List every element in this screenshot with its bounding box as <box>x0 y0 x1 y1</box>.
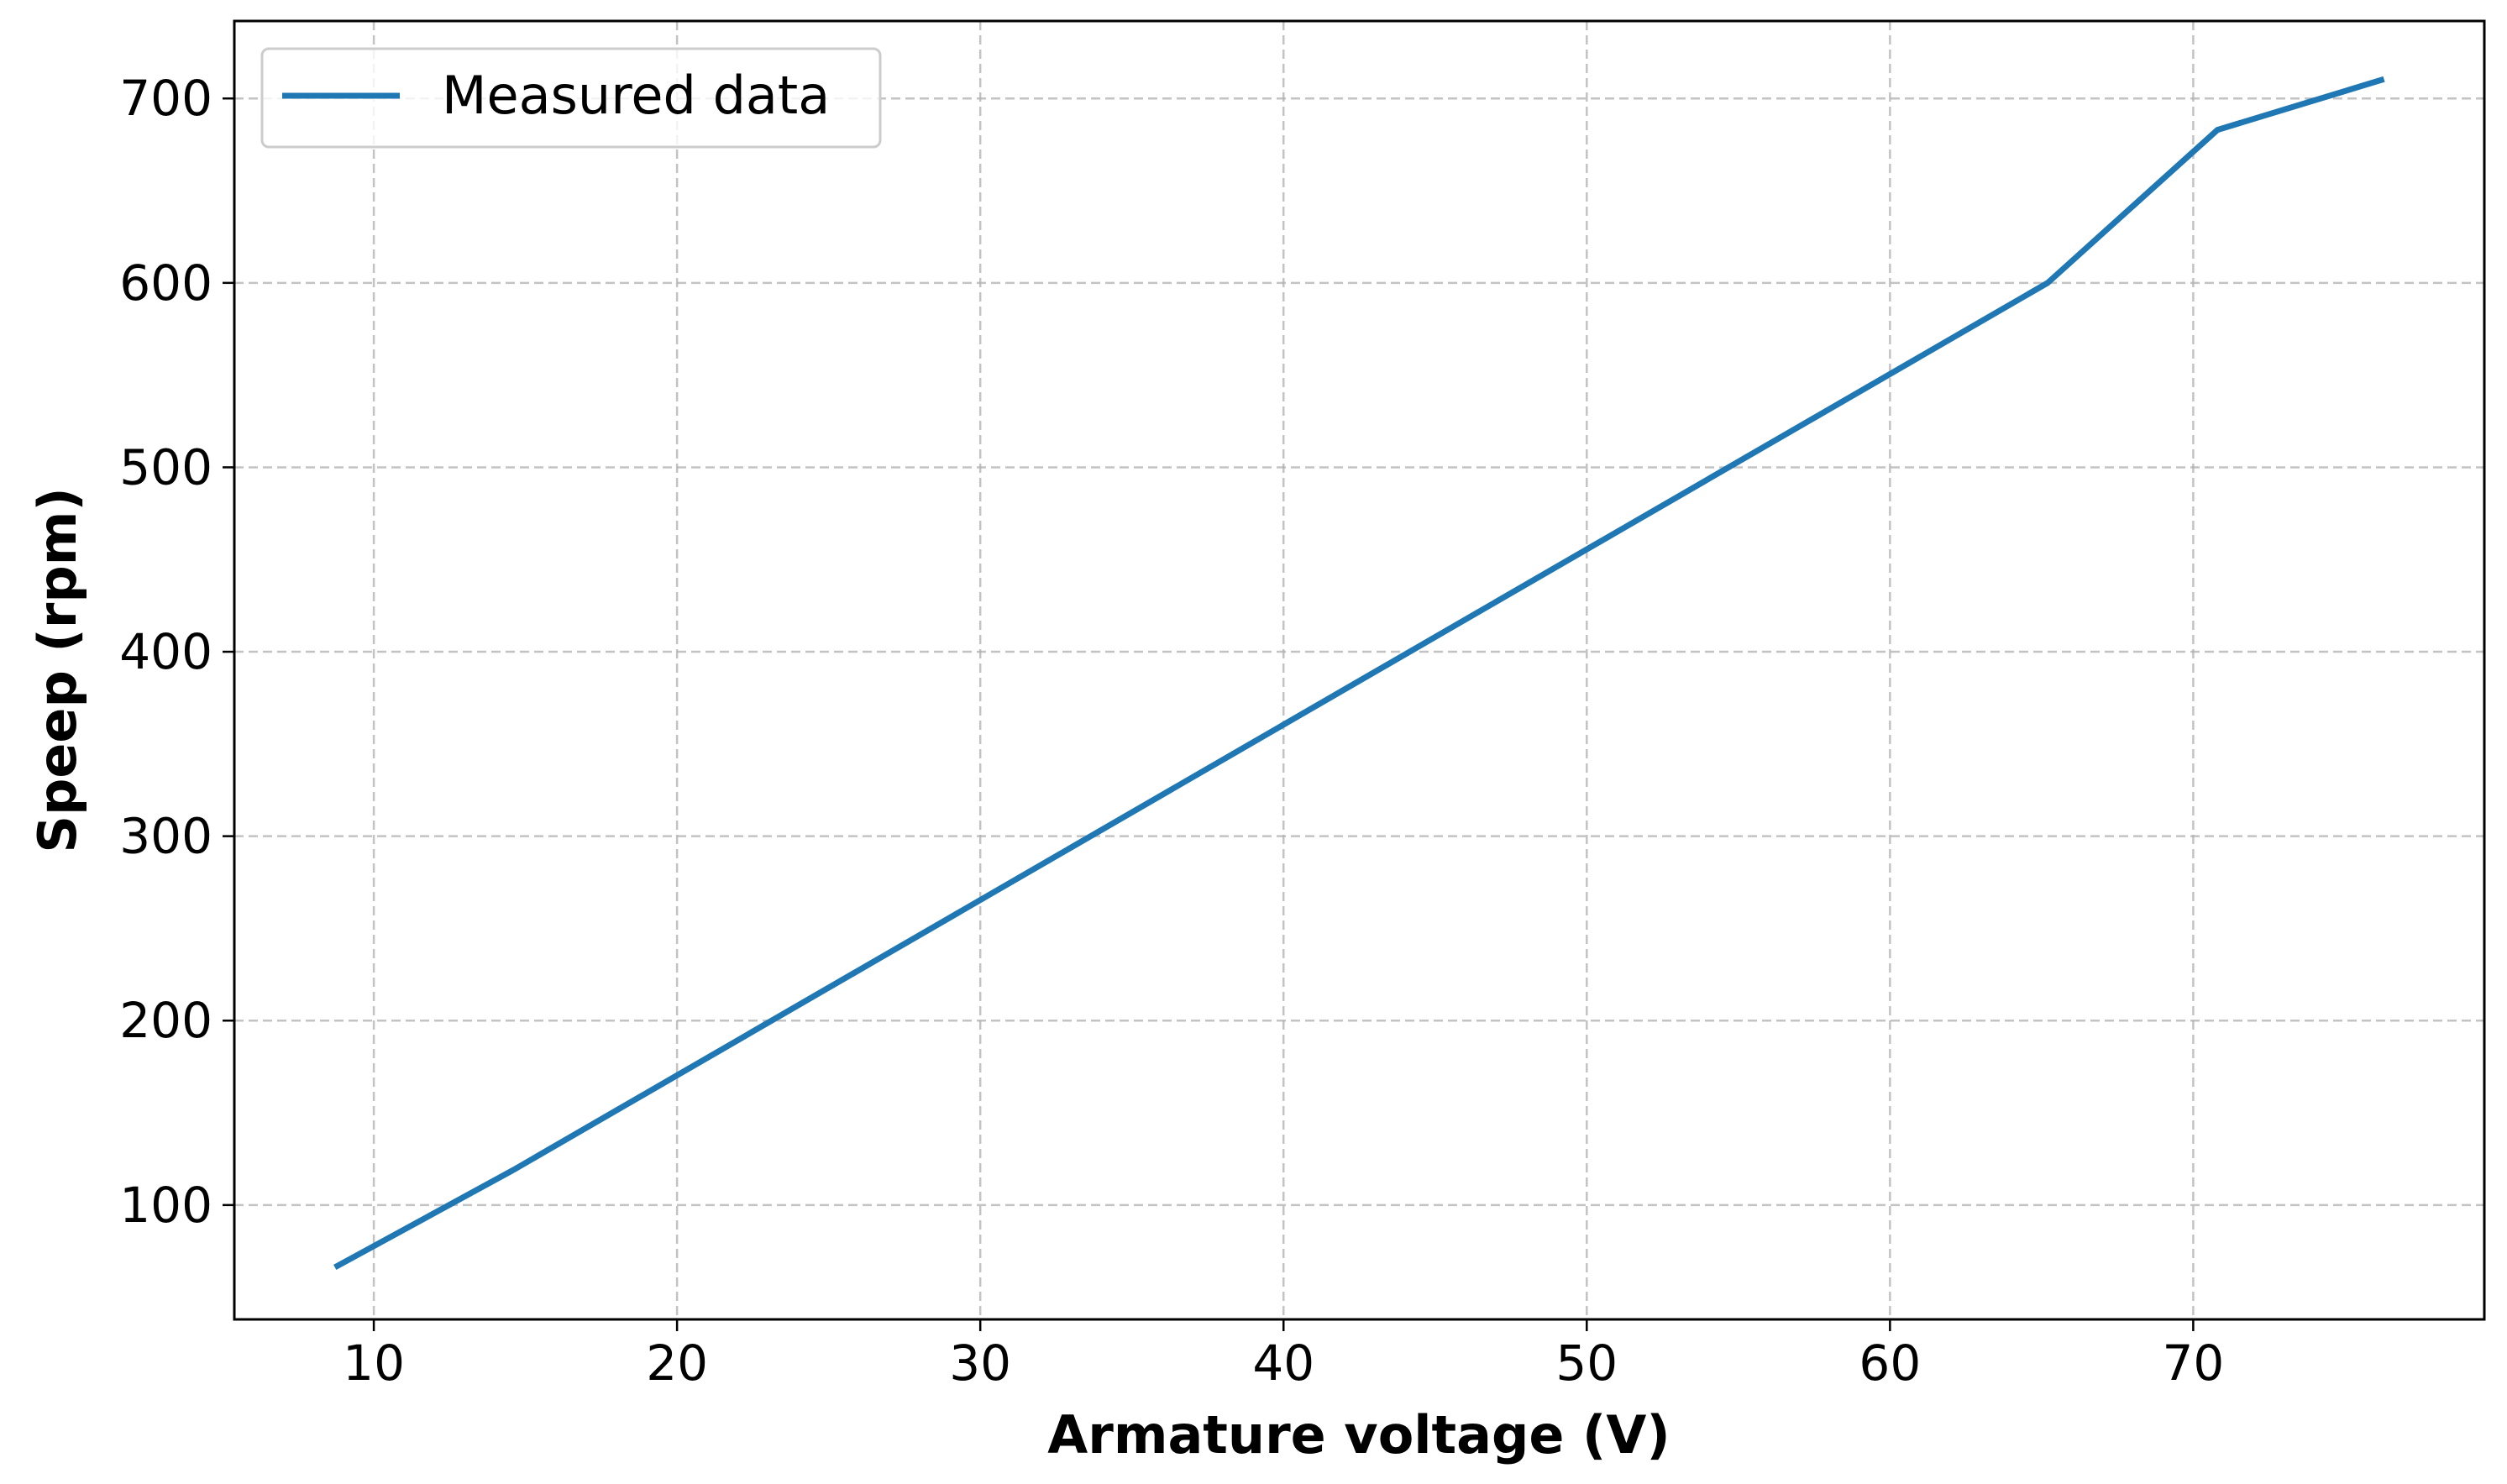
y-tick-label: 300 <box>119 808 212 865</box>
y-axis-label: Speep (rpm) <box>27 487 88 852</box>
legend: Measured data <box>260 47 882 149</box>
x-tick-label: 30 <box>949 1335 1011 1392</box>
y-tick-label: 100 <box>119 1177 212 1234</box>
y-tick-label: 400 <box>119 623 212 680</box>
ticks: 10 20 30 40 50 60 70 100 200 300 400 500 600 700 <box>119 70 2224 1392</box>
x-tick-label: 20 <box>646 1335 708 1392</box>
series-line-measured-data <box>333 76 2385 1271</box>
y-tick-label: 600 <box>119 254 212 312</box>
x-tick-label: 60 <box>1859 1335 1921 1392</box>
grid <box>234 21 2484 1319</box>
legend-entry-label: Measured data <box>442 65 830 126</box>
plot-frame <box>233 19 2486 1321</box>
x-tick-label: 50 <box>1555 1335 1618 1392</box>
x-tick-label: 70 <box>2162 1335 2224 1392</box>
x-tick-label: 40 <box>1252 1335 1314 1392</box>
y-tick-label: 500 <box>119 438 212 496</box>
x-tick-label: 10 <box>343 1335 405 1392</box>
series-layer <box>333 76 2385 1271</box>
legend-box <box>260 47 882 149</box>
x-axis-label: Armature voltage (V) <box>1047 1404 1670 1466</box>
y-tick-label: 200 <box>119 992 212 1049</box>
y-tick-label: 700 <box>119 70 212 127</box>
